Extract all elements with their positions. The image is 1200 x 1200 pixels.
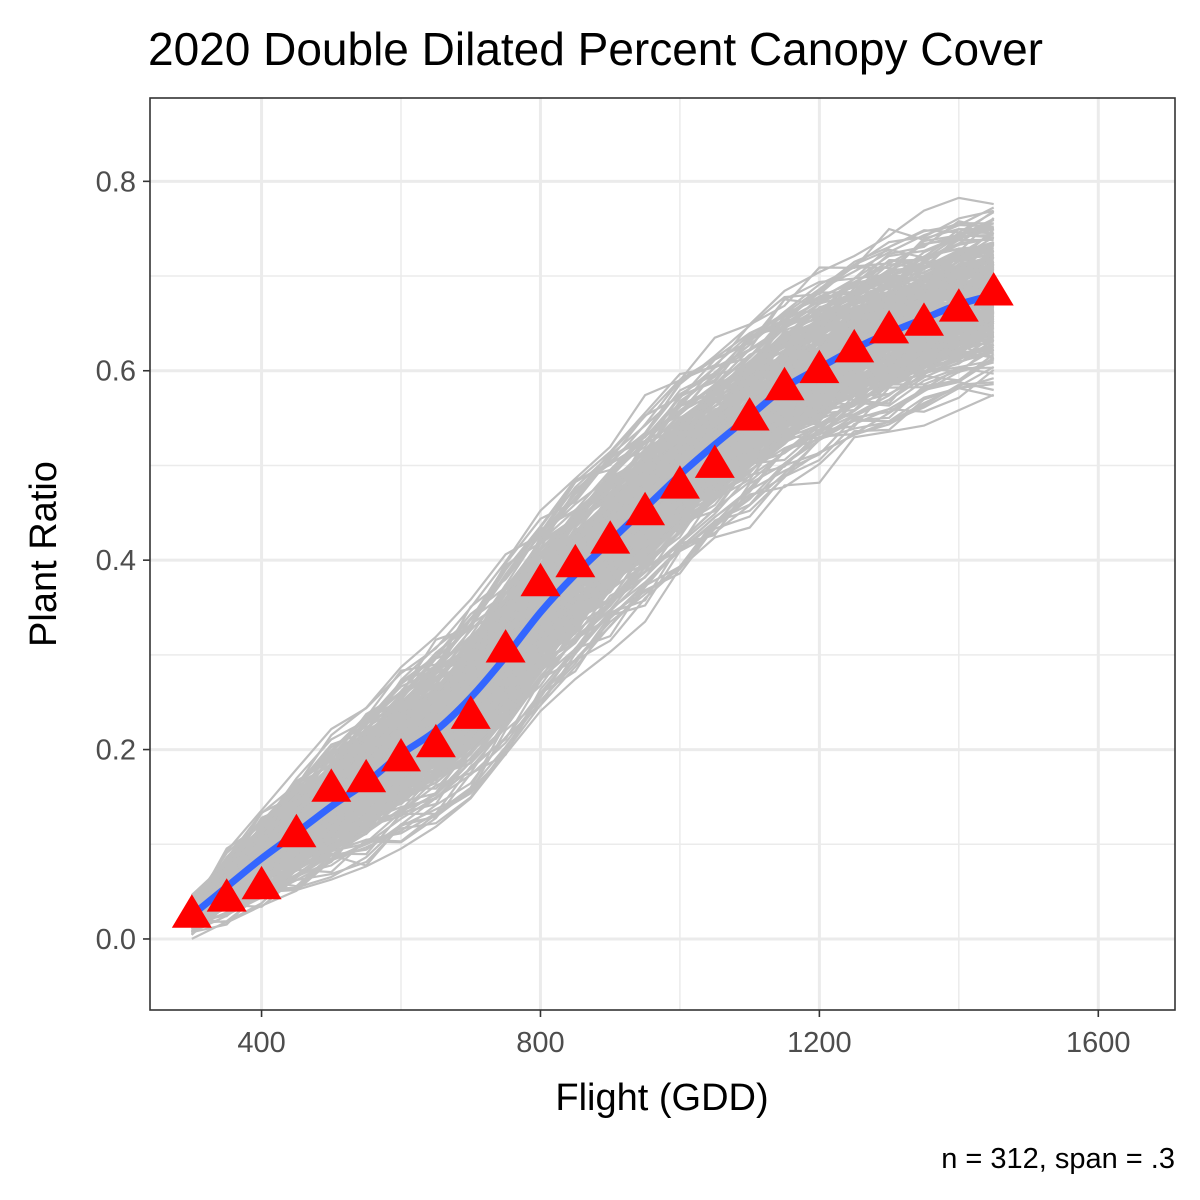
individual-line xyxy=(191,321,995,910)
mean-point-marker xyxy=(485,629,526,663)
mean-point-marker xyxy=(694,444,735,478)
individual-line xyxy=(190,271,994,923)
mean-point-marker xyxy=(938,288,979,322)
individual-line xyxy=(190,196,994,916)
chart-title: 2020 Double Dilated Percent Canopy Cover xyxy=(148,23,1043,75)
mean-point-marker xyxy=(241,865,282,900)
x-axis-title: Flight (GDD) xyxy=(555,1077,768,1119)
individual-line xyxy=(191,321,995,912)
x-axis-ticks: 400 800 1200 1600 xyxy=(237,1010,1131,1059)
mean-point-marker xyxy=(764,366,805,401)
mean-point-marker xyxy=(973,272,1014,306)
mean-point-marker xyxy=(206,878,247,912)
panel-border xyxy=(149,97,1176,1011)
individual-line xyxy=(191,247,994,903)
mean-point-marker xyxy=(415,723,456,758)
mean-point-marker xyxy=(869,309,910,344)
mean-point-marker xyxy=(903,302,944,336)
individual-line xyxy=(191,393,995,928)
mean-point-marker xyxy=(555,543,596,578)
x-tick-label: 400 xyxy=(237,1027,285,1059)
x-tick-label: 1200 xyxy=(787,1027,852,1059)
chart-caption: n = 312, span = .3 xyxy=(941,1143,1175,1175)
mean-point-marker xyxy=(625,491,666,526)
mean-point-marker xyxy=(381,738,422,772)
mean-point-marker xyxy=(311,768,352,802)
mean-point-marker xyxy=(171,894,212,928)
mean-point-marker xyxy=(450,695,491,729)
x-tick-label: 800 xyxy=(516,1027,564,1059)
individual-line xyxy=(191,353,995,914)
y-axis-title: Plant Ratio xyxy=(23,461,65,647)
mean-point-marker xyxy=(590,520,631,554)
mean-points xyxy=(171,272,1014,928)
mean-point-marker xyxy=(659,465,700,499)
mean-point-marker xyxy=(520,562,561,597)
individual-line xyxy=(191,326,994,930)
mean-point-marker xyxy=(834,328,875,363)
individual-line xyxy=(191,339,994,925)
y-axis-ticks: 0.0 0.2 0.4 0.6 0.8 xyxy=(96,166,150,956)
individual-line xyxy=(191,225,995,906)
mean-point-marker xyxy=(729,397,770,431)
y-tick-label: 0.2 xyxy=(96,735,136,767)
individual-line xyxy=(191,348,995,914)
y-tick-label: 0.4 xyxy=(96,545,136,577)
y-tick-label: 0.6 xyxy=(96,356,136,388)
individual-line xyxy=(190,223,994,910)
x-tick-label: 1600 xyxy=(1066,1027,1131,1059)
y-tick-label: 0.8 xyxy=(96,166,136,198)
mean-point-marker xyxy=(799,349,840,384)
mean-point-marker xyxy=(276,813,317,848)
y-tick-label: 0.0 xyxy=(96,924,136,956)
individual-line xyxy=(190,241,995,913)
individual-line xyxy=(190,209,994,917)
mean-point-marker xyxy=(346,758,387,793)
